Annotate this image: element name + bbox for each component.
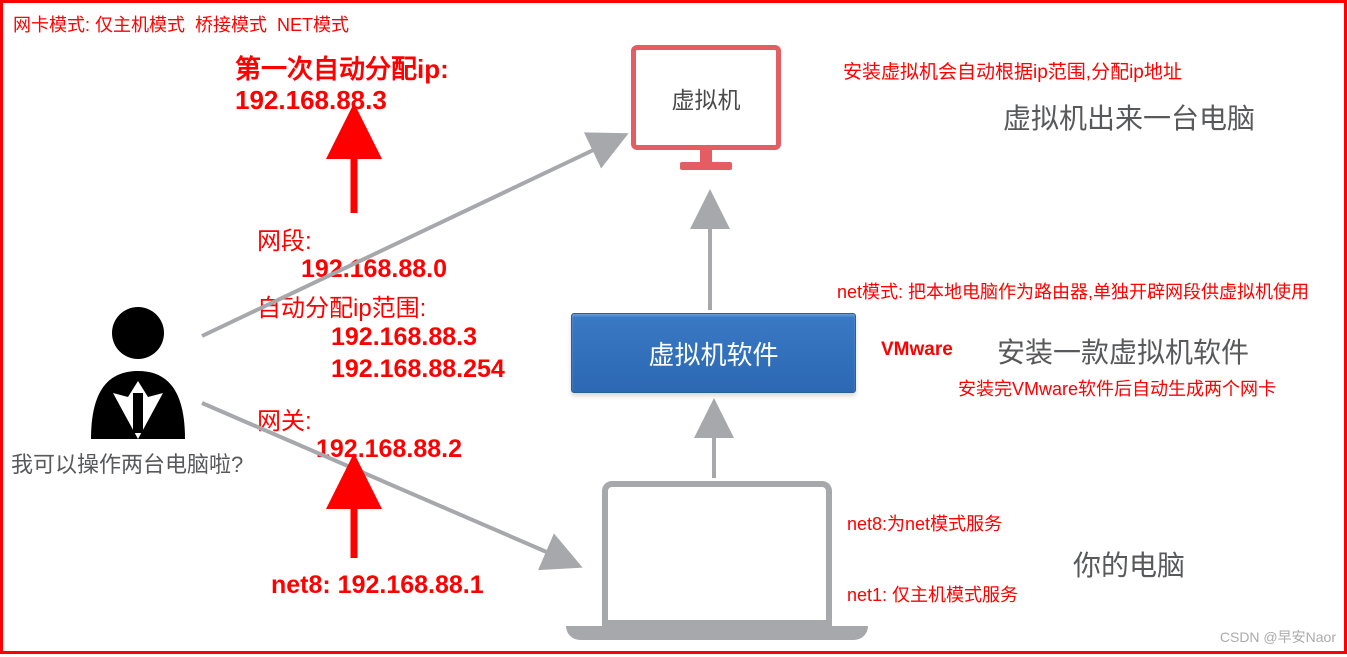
segment-label: 网段: bbox=[257, 221, 312, 256]
laptop-icon bbox=[566, 481, 868, 656]
vm-label: 虚拟机 bbox=[672, 81, 741, 115]
range-to: 192.168.88.254 bbox=[331, 355, 505, 384]
vm-annotation: 安装虚拟机会自动根据ip范围,分配ip地址 bbox=[843, 57, 1182, 84]
net8-label: net8: 192.168.88.1 bbox=[271, 571, 484, 600]
gateway-value: 192.168.88.2 bbox=[316, 435, 462, 464]
install-big-label: 安装一款虚拟机软件 bbox=[997, 331, 1249, 371]
person-caption: 我可以操作两台电脑啦? bbox=[11, 447, 243, 479]
modes-header: 网卡模式: 仅主机模式 桥接模式 NET模式 bbox=[13, 11, 349, 37]
range-from: 192.168.88.3 bbox=[331, 323, 477, 352]
watermark: CSDN @早安Naor bbox=[1220, 627, 1336, 647]
ip-first-label: 第一次自动分配ip: bbox=[235, 49, 449, 86]
postinstall-annotation: 安装完VMware软件后自动生成两个网卡 bbox=[958, 375, 1276, 401]
segment-value: 192.168.88.0 bbox=[301, 255, 447, 284]
vm-big-label: 虚拟机出来一台电脑 bbox=[1003, 97, 1255, 137]
person-icon bbox=[81, 301, 196, 441]
diagram-canvas: 网卡模式: 仅主机模式 桥接模式 NET模式 第一次自动分配ip: 192.16… bbox=[0, 0, 1347, 654]
range-label: 自动分配ip范围: bbox=[257, 288, 426, 323]
vm-software-box: 虚拟机软件 bbox=[571, 313, 856, 393]
net1-desc: net1: 仅主机模式服务 bbox=[847, 581, 1018, 607]
vmware-label: VMware bbox=[881, 339, 953, 361]
vmsoft-label: 虚拟机软件 bbox=[648, 335, 778, 372]
vm-monitor-icon: 虚拟机 bbox=[631, 45, 781, 175]
ip-first-value: 192.168.88.3 bbox=[235, 85, 387, 116]
net8-desc: net8:为net模式服务 bbox=[847, 510, 1002, 536]
gateway-label: 网关: bbox=[257, 401, 312, 436]
netmode-annotation: net模式: 把本地电脑作为路由器,单独开辟网段供虚拟机使用 bbox=[837, 278, 1309, 304]
yourpc-label: 你的电脑 bbox=[1073, 544, 1185, 584]
